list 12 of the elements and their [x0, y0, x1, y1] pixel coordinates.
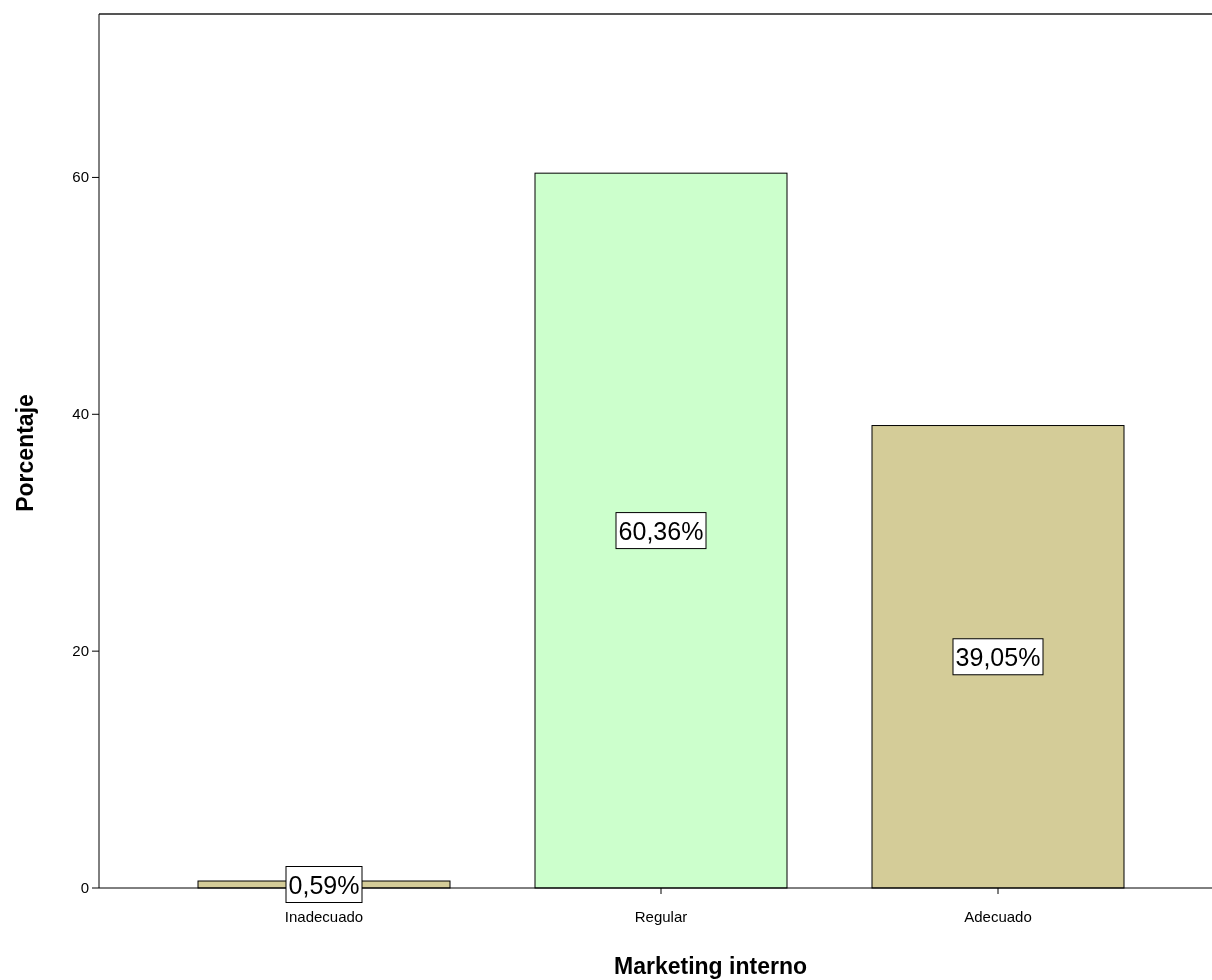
data-label: 0,59%	[288, 870, 360, 899]
y-tick-label: 0	[80, 879, 89, 896]
data-label: 60,36%	[618, 516, 704, 545]
y-axis-title: Porcentaje	[12, 394, 38, 512]
y-tick-label: 60	[72, 168, 89, 186]
y-tick-label: 40	[72, 405, 89, 423]
x-tick-label: Regular	[634, 908, 688, 925]
x-tick-label: Inadecuado	[284, 908, 364, 925]
data-label: 39,05%	[955, 642, 1041, 671]
x-axis-title: Marketing interno	[614, 953, 807, 979]
y-tick-label: 20	[72, 642, 89, 660]
x-tick-label: Adecuado	[964, 908, 1032, 925]
